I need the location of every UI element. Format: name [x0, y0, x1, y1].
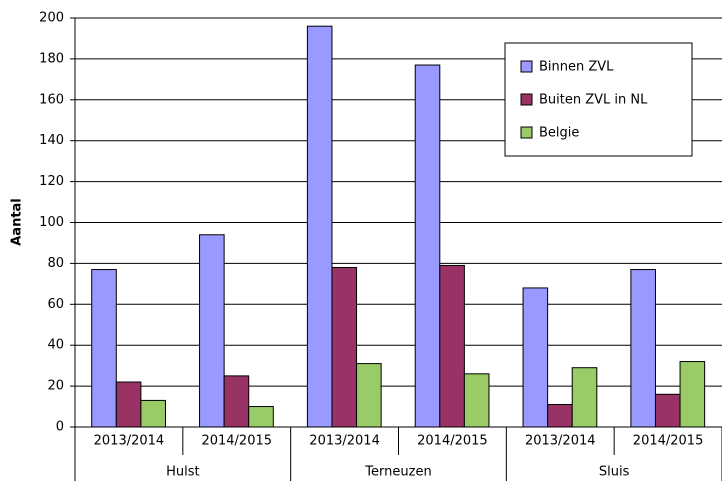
legend-swatch	[520, 60, 533, 73]
bar	[679, 361, 706, 428]
bar	[199, 234, 225, 428]
x-tick-label: 2013/2014	[525, 434, 596, 449]
bar	[414, 64, 441, 428]
y-tick-label: 200	[39, 11, 64, 26]
legend-label: Buiten ZVL in NL	[539, 93, 648, 108]
y-tick-label: 140	[39, 133, 64, 148]
bar	[547, 404, 573, 428]
legend-box	[504, 42, 693, 157]
group-label: Terneuzen	[364, 465, 431, 480]
y-tick-label: 100	[39, 215, 64, 230]
legend-swatch	[520, 126, 533, 139]
legend-label: Binnen ZVL	[539, 60, 614, 75]
y-tick-label: 180	[39, 51, 64, 66]
group-label: Hulst	[166, 465, 200, 480]
bar	[331, 266, 358, 428]
y-tick-label: 20	[47, 379, 64, 394]
bar	[306, 25, 333, 428]
x-tick-label: 2014/2015	[633, 434, 704, 449]
bar	[115, 381, 142, 428]
x-tick-label: 2014/2015	[201, 434, 272, 449]
bar	[356, 363, 382, 428]
bar	[248, 406, 274, 428]
bar	[571, 367, 598, 428]
y-tick-label: 0	[56, 420, 64, 435]
bar	[439, 264, 465, 428]
legend-label: Belgie	[539, 126, 579, 141]
bar	[223, 375, 250, 428]
y-tick-label: 80	[47, 256, 64, 271]
x-tick-label: 2014/2015	[417, 434, 488, 449]
y-tick-label: 60	[47, 297, 64, 312]
y-tick-label: 40	[47, 338, 64, 353]
bar	[522, 287, 549, 428]
y-tick-label: 120	[39, 174, 64, 189]
group-label: Sluis	[599, 465, 630, 480]
bar	[630, 269, 656, 428]
y-tick-label: 160	[39, 92, 64, 107]
bar	[140, 399, 166, 428]
x-tick-label: 2013/2014	[309, 434, 380, 449]
bar	[463, 373, 490, 428]
bar	[91, 269, 117, 428]
legend-swatch	[520, 93, 533, 106]
x-tick-label: 2013/2014	[94, 434, 165, 449]
bar	[654, 393, 681, 428]
y-axis-label: Aantal	[10, 198, 25, 246]
